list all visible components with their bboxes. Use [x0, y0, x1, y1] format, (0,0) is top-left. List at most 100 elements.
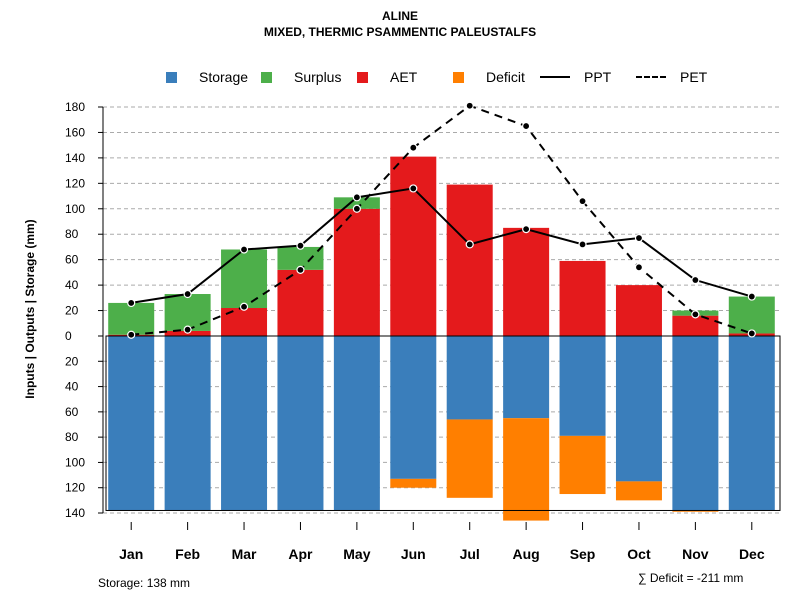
storage-bar	[108, 336, 155, 511]
x-tick-label: Jul	[460, 546, 480, 562]
y-tick-label: 100	[65, 455, 85, 469]
legend-ppt-label: PPT	[584, 69, 612, 85]
pet-line-point	[747, 329, 756, 338]
storage-bar	[221, 336, 268, 511]
legend-aet-swatch	[357, 71, 368, 83]
legend-surplus-swatch	[261, 71, 272, 83]
legend-storage: Storage	[166, 69, 248, 85]
y-tick-label: 0	[65, 329, 72, 343]
pet-line-point	[522, 121, 531, 131]
storage-bar	[333, 336, 380, 511]
surplus-bar	[164, 294, 211, 331]
legend-ppt-line	[540, 76, 570, 78]
deficit-bar	[446, 419, 493, 498]
pet-line-point	[691, 310, 700, 319]
pet-line-point	[352, 204, 361, 213]
y-tick-label: 60	[65, 405, 79, 419]
aet-bar	[390, 156, 437, 336]
x-tick-label: Jun	[401, 546, 426, 562]
x-tick-label: Feb	[175, 546, 200, 562]
chart-title: ALINE	[382, 9, 418, 23]
y-tick-label: 20	[65, 304, 79, 318]
pet-line-point	[183, 325, 192, 334]
storage-bar	[446, 336, 493, 420]
aet-bar	[559, 260, 606, 336]
y-tick-label: 140	[65, 151, 85, 165]
ppt-line-point	[522, 225, 531, 234]
y-tick-label: 120	[65, 481, 85, 495]
storage-bar	[615, 336, 662, 482]
legend-pet-line	[636, 76, 666, 78]
aet-bar	[446, 184, 493, 336]
aet-bar	[277, 269, 324, 336]
ppt-line-point	[183, 289, 192, 299]
legend-deficit: Deficit	[453, 69, 525, 85]
x-tick-label: Apr	[288, 546, 313, 562]
chart-subtitle: MIXED, THERMIC PSAMMENTIC PALEUSTALFS	[263, 25, 537, 39]
storage-bar	[672, 336, 719, 511]
x-tick-label: Aug	[513, 546, 540, 562]
legend-surplus-label: Surplus	[294, 69, 342, 85]
deficit-bar	[390, 478, 437, 488]
y-tick-label: 20	[65, 354, 79, 368]
ppt-line-point	[747, 292, 756, 301]
storage-bar	[277, 336, 324, 511]
pet-line-point	[239, 302, 249, 311]
storage-bar	[164, 336, 211, 511]
pet-line-point	[127, 330, 136, 339]
ppt-line-point	[409, 184, 418, 193]
y-tick-label: 60	[65, 253, 79, 267]
x-tick-label: Nov	[682, 546, 709, 562]
ppt-line-point	[578, 240, 587, 249]
legend: Storage Surplus AET Deficit PPT PET	[0, 69, 800, 91]
deficit-bar	[672, 510, 719, 512]
y-tick-label: 160	[65, 125, 85, 139]
legend-deficit-swatch	[453, 71, 464, 83]
legend-storage-label: Storage	[199, 69, 249, 85]
surplus-bar	[277, 246, 324, 270]
aet-bar	[333, 208, 380, 336]
deficit-bar	[559, 435, 606, 495]
ppt-line-point	[296, 241, 305, 250]
legend-storage-swatch	[166, 71, 177, 83]
ppt-line-point	[691, 275, 700, 285]
deficit-note: ∑ Deficit = -211 mm	[638, 571, 744, 585]
aet-bar	[615, 285, 662, 336]
legend-aet-label: AET	[390, 69, 418, 85]
pet-line-point	[296, 265, 305, 274]
ppt-line-point	[634, 233, 644, 243]
y-tick-label: 120	[65, 176, 85, 190]
deficit-bar	[615, 481, 662, 501]
x-tick-label: May	[343, 546, 370, 562]
legend-ppt: PPT	[540, 69, 611, 85]
legend-pet: PET	[636, 69, 707, 85]
deficit-bar	[503, 418, 550, 521]
ppt-line	[131, 187, 753, 304]
legend-surplus: Surplus	[261, 69, 341, 85]
surplus-bar	[221, 249, 268, 309]
y-tick-label: 40	[65, 278, 79, 292]
legend-aet: AET	[357, 69, 417, 85]
x-tick-label: Dec	[739, 546, 765, 562]
y-tick-label: 100	[65, 202, 85, 216]
pet-line-point	[634, 263, 644, 272]
x-tick-label: Jan	[119, 546, 143, 562]
x-tick-label: Mar	[232, 546, 257, 562]
x-tick-label: Oct	[627, 546, 651, 562]
ppt-line-point	[352, 193, 361, 202]
storage-bar	[390, 336, 437, 479]
pet-line-point	[578, 197, 587, 206]
aet-bar	[503, 227, 550, 336]
storage-bar	[503, 336, 550, 419]
y-tick-label: 80	[65, 430, 79, 444]
pet-line	[131, 104, 753, 336]
ppt-line-point	[465, 240, 474, 249]
pet-line-point	[465, 101, 474, 110]
y-tick-label: 80	[65, 227, 79, 241]
surplus-bar	[333, 197, 380, 209]
y-tick-label: 140	[65, 506, 85, 520]
surplus-bar	[108, 302, 155, 335]
storage-bar	[559, 336, 606, 436]
storage-note: Storage: 138 mm	[98, 576, 191, 590]
